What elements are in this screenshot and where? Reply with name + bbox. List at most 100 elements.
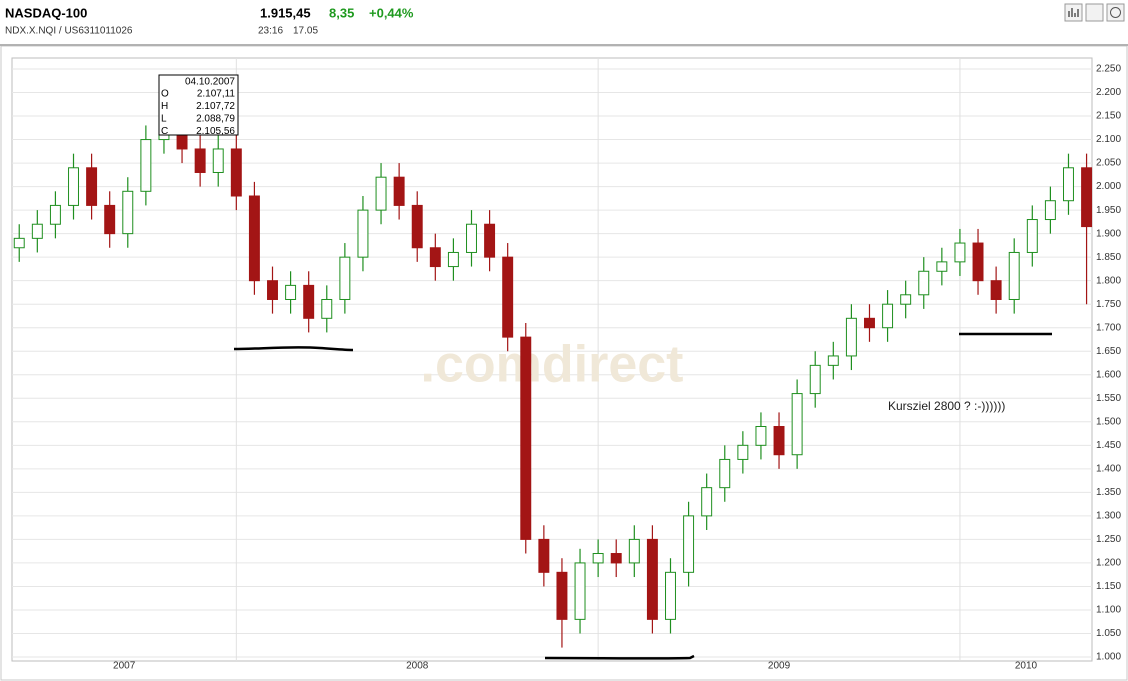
y-tick-label: 1.450 xyxy=(1096,440,1121,451)
candle-body xyxy=(484,223,496,258)
candles xyxy=(13,87,1093,648)
header-bg xyxy=(0,0,1128,45)
y-tick-label: 2.000 xyxy=(1096,181,1121,192)
candle-body xyxy=(140,139,152,192)
y-tick-label: 1.050 xyxy=(1096,628,1121,639)
y-tick-label: 1.300 xyxy=(1096,511,1121,522)
y-tick-label: 1.950 xyxy=(1096,205,1121,216)
y-tick-label: 1.000 xyxy=(1096,652,1121,663)
candle-body xyxy=(1063,167,1074,202)
icon-chart[interactable] xyxy=(1064,3,1083,22)
candle-body xyxy=(701,487,713,517)
tooltip-value: 2.105,56 xyxy=(196,126,235,137)
time: 23:16 xyxy=(258,26,283,37)
candle-body xyxy=(918,270,930,296)
y-tick-label: 1.350 xyxy=(1096,487,1121,498)
frame xyxy=(0,45,1128,681)
title: NASDAQ-100 xyxy=(5,5,87,20)
y-tick-label: 1.200 xyxy=(1096,558,1121,569)
candle-body xyxy=(303,284,315,319)
candle-body xyxy=(845,317,857,357)
y-tick-label: 1.800 xyxy=(1096,275,1121,286)
icon-glyph xyxy=(1068,8,1079,17)
candle-body xyxy=(86,167,98,206)
y-tick-label: 1.150 xyxy=(1096,581,1121,592)
y-tick-label: 1.900 xyxy=(1096,228,1121,239)
candle-body xyxy=(1008,251,1020,300)
y-tick-label: 1.750 xyxy=(1096,299,1121,310)
candle-body xyxy=(267,280,278,300)
icon-news[interactable] xyxy=(1085,3,1104,22)
candle-body xyxy=(429,247,441,268)
candle-body xyxy=(556,571,568,620)
candle-body xyxy=(972,242,984,282)
y-tick-label: 1.400 xyxy=(1096,463,1121,474)
change: 8,35 xyxy=(329,5,354,20)
x-tick-label: 2009 xyxy=(768,661,791,672)
candle-body xyxy=(285,284,297,300)
candle-body xyxy=(954,242,966,263)
candle-body xyxy=(936,261,948,272)
tooltip-value: 2.107,72 xyxy=(196,101,235,112)
y-tick-label: 2.100 xyxy=(1096,134,1121,145)
candle-body xyxy=(49,204,61,225)
annotation: Kursziel 2800 ? :-)))))) xyxy=(888,399,1005,413)
y-tick-label: 1.500 xyxy=(1096,416,1121,427)
candle-body xyxy=(864,317,875,329)
tooltip-key: C xyxy=(161,126,168,137)
candle-body xyxy=(646,538,658,620)
support-line xyxy=(544,654,695,660)
y-tick-label: 2.250 xyxy=(1096,64,1121,75)
candle-body xyxy=(447,251,459,268)
candle-body xyxy=(194,148,206,173)
candle-body xyxy=(610,553,622,564)
candle-body xyxy=(882,303,894,329)
watermark: .comdirect xyxy=(421,336,684,394)
candle-body xyxy=(13,237,25,249)
candle-body xyxy=(393,176,405,206)
y-tick-label: 2.200 xyxy=(1096,87,1121,98)
candle-body xyxy=(737,444,749,460)
candle-body xyxy=(628,538,640,564)
tooltip-box xyxy=(158,74,239,136)
y-tick-label: 1.700 xyxy=(1096,322,1121,333)
candle-body xyxy=(683,515,695,573)
candle-body xyxy=(248,195,260,282)
icon-glyph xyxy=(1110,7,1121,18)
x-tick-label: 2007 xyxy=(113,661,136,672)
candle-body xyxy=(357,209,369,258)
candle-body xyxy=(574,562,586,620)
candle-body xyxy=(375,176,387,211)
candle-body xyxy=(122,190,134,235)
change-pct: +0,44% xyxy=(369,5,414,20)
candle-body xyxy=(900,294,912,305)
candle-body xyxy=(411,204,423,249)
grid: 1.000 1.050 1.100 1.150 1.200 1.250 1.300 1.350… xyxy=(12,58,1121,672)
candle-body xyxy=(1081,167,1093,228)
candle-body xyxy=(104,204,116,235)
y-tick-label: 1.100 xyxy=(1096,605,1121,616)
candle-body xyxy=(827,355,839,366)
tooltip: 04.10.2007 O 2.107,11 H 2.107,72 L 2.088,79 C 2… xyxy=(158,74,239,137)
candle-body xyxy=(230,148,242,197)
tooltip-key: H xyxy=(161,101,168,112)
candle-body xyxy=(592,553,604,564)
y-tick-label: 1.550 xyxy=(1096,393,1121,404)
icon-settings[interactable] xyxy=(1106,3,1125,22)
candle-body xyxy=(466,223,477,253)
candle-body xyxy=(339,256,351,300)
tooltip-value: 2.107,11 xyxy=(197,89,236,100)
candle-body xyxy=(665,571,676,620)
y-tick-label: 1.650 xyxy=(1096,346,1121,357)
candle-body xyxy=(1026,219,1038,253)
toolbar xyxy=(1064,3,1125,22)
y-tick-label: 1.850 xyxy=(1096,252,1121,263)
y-tick-label: 1.600 xyxy=(1096,369,1121,380)
candle-body xyxy=(520,336,532,540)
y-tick-label: 2.050 xyxy=(1096,158,1121,169)
tooltip-date: 04.10.2007 xyxy=(185,77,235,88)
y-tick-label: 2.150 xyxy=(1096,111,1121,122)
candle-body xyxy=(68,167,79,206)
tooltip-key: O xyxy=(161,89,169,100)
